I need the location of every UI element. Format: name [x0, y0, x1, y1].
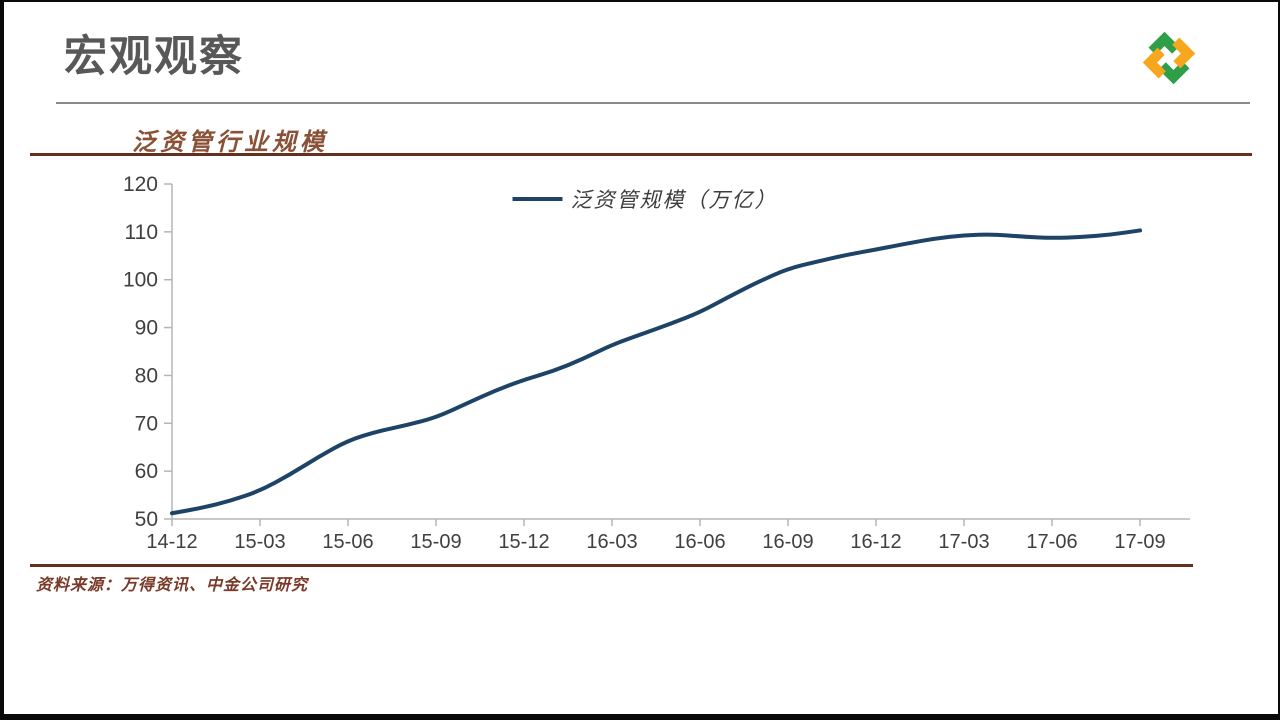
x-axis-label: 16-03	[586, 531, 637, 553]
logo-arm-orange-right	[1172, 37, 1196, 69]
x-axis-label: 14-12	[146, 531, 197, 553]
screen-border-left	[0, 0, 4, 720]
x-axis-label: 16-06	[674, 531, 725, 553]
y-axis-label: 80	[135, 364, 158, 387]
x-axis-label: 17-09	[1114, 531, 1165, 553]
x-axis-label: 16-09	[762, 531, 813, 553]
page-title: 宏观观察	[64, 33, 244, 81]
y-axis-label: 90	[135, 317, 158, 340]
x-axis-label: 15-09	[410, 531, 461, 553]
y-axis-label: 120	[123, 173, 158, 196]
logo-arm-green-top	[1148, 31, 1180, 55]
x-axis-label: 16-12	[850, 531, 901, 553]
y-axis-label: 70	[135, 412, 158, 435]
screen-border-top	[0, 0, 1280, 2]
chart-bottom-rule	[30, 564, 1193, 567]
logo-arm-orange-left	[1142, 47, 1166, 79]
series-line	[170, 228, 1142, 516]
chart-section-title: 泛资管行业规模	[132, 127, 328, 156]
x-axis-label: 15-06	[322, 531, 373, 553]
legend-label: 泛资管规模（万亿）	[570, 188, 778, 212]
y-axis-label: 60	[135, 460, 158, 483]
chart-top-rule	[30, 153, 1252, 156]
header-divider	[56, 102, 1250, 104]
chart-legend: 泛资管规模（万亿）	[512, 184, 778, 214]
legend-line-swatch	[512, 197, 563, 201]
y-axis-label: 110	[125, 221, 158, 244]
x-axis-label: 17-06	[1026, 531, 1077, 553]
screen-border-right	[1278, 0, 1280, 720]
source-note: 资料来源：万得资讯、中金公司研究	[36, 575, 309, 594]
company-pinwheel-logo	[1142, 31, 1196, 85]
x-axis-label: 15-12	[498, 531, 549, 553]
x-axis-label: 17-03	[938, 531, 989, 553]
x-axis-label: 15-03	[234, 531, 285, 553]
screen-border-bottom	[0, 714, 1280, 720]
y-axis-label: 100	[123, 269, 158, 292]
y-axis-label: 50	[135, 508, 158, 531]
logo-arm-green-bottom	[1158, 61, 1190, 85]
